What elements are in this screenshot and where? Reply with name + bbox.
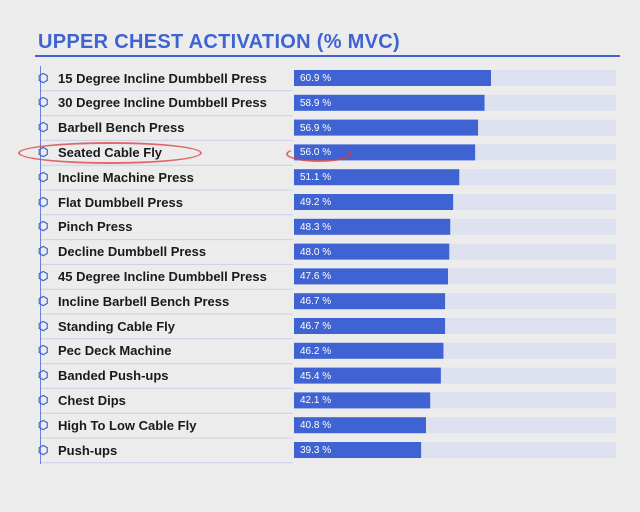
- bar: [294, 268, 448, 285]
- highlight-underline-value: [286, 146, 352, 163]
- bar-value-label: 51.1 %: [300, 172, 332, 184]
- bar-value-label: 46.2 %: [300, 345, 332, 357]
- category-label: ⬡ Banded Push-ups: [38, 364, 169, 388]
- hexagon-bullet-icon: ⬡: [38, 70, 49, 85]
- category-label: ⬡ Push-ups: [38, 438, 117, 462]
- category-label-text: 45 Degree Incline Dumbbell Press: [58, 268, 267, 284]
- highlight-ring-label: [18, 142, 202, 165]
- hexagon-bullet-icon: ⬡: [38, 194, 49, 209]
- bar: [294, 119, 479, 136]
- title-underline: [35, 55, 620, 57]
- category-label-text: Pinch Press: [58, 219, 133, 235]
- hexagon-bullet-icon: ⬡: [38, 120, 49, 135]
- bar: [294, 342, 444, 359]
- hexagon-bullet-icon: ⬡: [38, 392, 49, 407]
- hexagon-bullet-icon: ⬡: [38, 95, 49, 110]
- category-label: ⬡ Barbell Bench Press: [38, 116, 184, 140]
- category-label-text: High To Low Cable Fly: [58, 417, 197, 433]
- category-label-text: Standing Cable Fly: [58, 318, 176, 334]
- category-label-text: Flat Dumbbell Press: [58, 194, 183, 210]
- category-label-text: Incline Barbell Bench Press: [58, 293, 230, 309]
- hexagon-bullet-icon: ⬡: [38, 244, 49, 259]
- category-label: ⬡ Pinch Press: [38, 215, 132, 239]
- category-label-text: 15 Degree Incline Dumbbell Press: [58, 70, 267, 86]
- category-label: ⬡ Incline Machine Press: [38, 165, 194, 189]
- bar-value-label: 46.7 %: [300, 321, 332, 332]
- category-label-text: Incline Machine Press: [58, 169, 194, 185]
- bar: [294, 417, 426, 434]
- label-column-border: [40, 66, 294, 464]
- category-label: ⬡ Standing Cable Fly: [38, 314, 175, 338]
- bar: [294, 243, 450, 260]
- category-label: ⬡ Incline Barbell Bench Press: [38, 289, 229, 313]
- category-label-text: Decline Dumbbell Press: [58, 244, 207, 260]
- bar: [294, 367, 441, 384]
- bar-value-label: 48.3 %: [300, 221, 332, 233]
- bar-value-label: 48.0 %: [300, 246, 332, 258]
- category-label: ⬡ 45 Degree Incline Dumbbell Press: [38, 264, 267, 288]
- bar: [294, 94, 485, 111]
- bar-value-label: 60.9 %: [300, 73, 332, 84]
- bar: [294, 392, 431, 409]
- category-label: ⬡ Pec Deck Machine: [38, 339, 171, 363]
- category-label-text: 30 Degree Incline Dumbbell Press: [58, 95, 267, 111]
- chart-title: UPPER CHEST ACTIVATION (% MVC): [38, 31, 400, 53]
- bar-value-label: 42.1 %: [300, 395, 332, 407]
- category-label: ⬡ Flat Dumbbell Press: [38, 190, 183, 214]
- category-label: ⬡ 30 Degree Incline Dumbbell Press: [38, 91, 267, 115]
- bar: [294, 194, 454, 210]
- bar-value-label: 56.9 %: [300, 122, 332, 134]
- bar: [294, 318, 446, 334]
- category-label-text: Chest Dips: [58, 392, 126, 408]
- hexagon-bullet-icon: ⬡: [38, 318, 49, 333]
- bar-value-label: 46.7 %: [300, 296, 332, 308]
- bar-value-label: 39.3 %: [300, 445, 332, 456]
- category-label-text: Barbell Bench Press: [58, 120, 185, 136]
- bar: [294, 169, 460, 186]
- hexagon-bullet-icon: ⬡: [38, 169, 49, 184]
- bar: [294, 218, 451, 235]
- hexagon-bullet-icon: ⬡: [38, 417, 49, 432]
- category-label: ⬡ High To Low Cable Fly: [38, 413, 196, 437]
- bar-value-label: 58.9 %: [300, 97, 332, 109]
- bar-value-label: 45.4 %: [300, 370, 332, 382]
- bar: [294, 70, 491, 86]
- category-label-text: Banded Push-ups: [58, 368, 169, 384]
- category-label-text: Push-ups: [58, 442, 118, 458]
- category-label: ⬡ 15 Degree Incline Dumbbell Press: [38, 66, 267, 90]
- category-label: ⬡ Decline Dumbbell Press: [38, 240, 206, 264]
- hexagon-bullet-icon: ⬡: [38, 368, 49, 383]
- bar: [294, 442, 422, 458]
- hexagon-bullet-icon: ⬡: [38, 343, 49, 358]
- bar-value-label: 47.6 %: [300, 271, 332, 283]
- bar-value-label: 40.8 %: [300, 420, 332, 432]
- category-label: ⬡ Chest Dips: [38, 388, 126, 412]
- hexagon-bullet-icon: ⬡: [38, 268, 49, 283]
- category-label-text: Pec Deck Machine: [58, 343, 172, 359]
- hexagon-bullet-icon: ⬡: [38, 442, 49, 457]
- bar-value-label: 49.2 %: [300, 197, 332, 208]
- bar: [294, 293, 446, 310]
- hexagon-bullet-icon: ⬡: [38, 219, 49, 234]
- hexagon-bullet-icon: ⬡: [38, 293, 49, 308]
